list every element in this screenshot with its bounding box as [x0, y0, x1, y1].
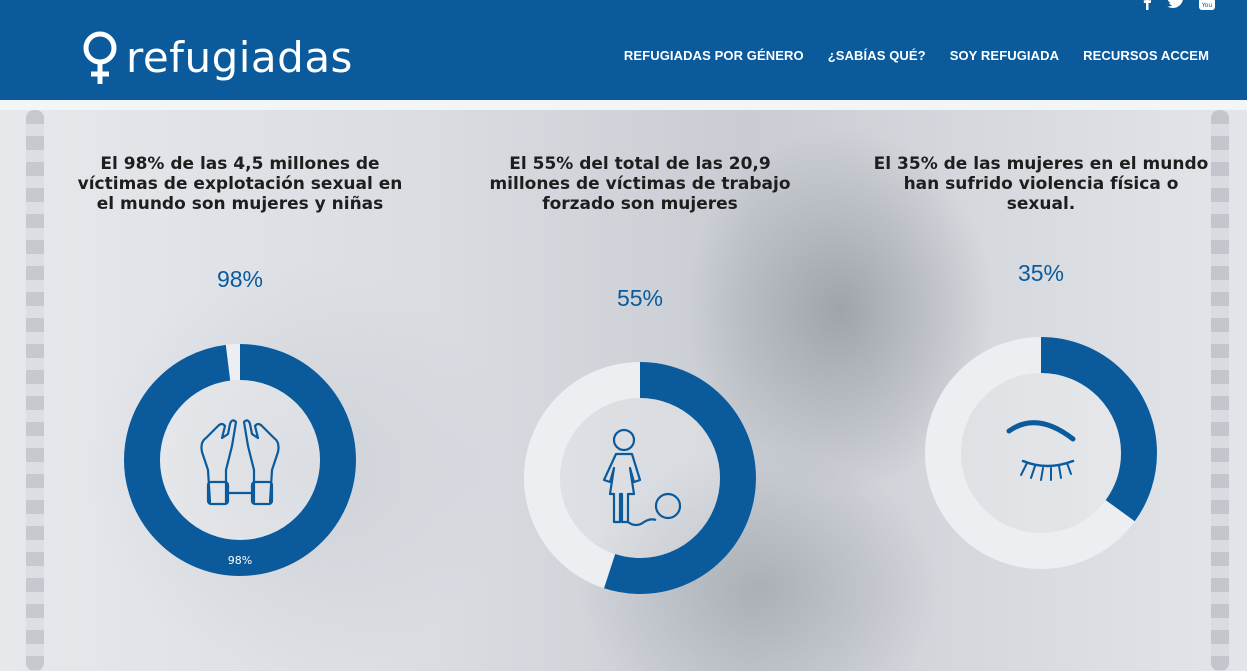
stat-text-2: El 55% del total de las 20,9 millones de…: [489, 154, 791, 214]
main-nav: REFUGIADAS POR GÉNERO ¿SABÍAS QUÉ? SOY R…: [624, 48, 1209, 63]
stat-column-2: El 55% del total de las 20,9 millones de…: [470, 154, 810, 214]
cuffed-hands-icon: [200, 419, 280, 506]
closed-eye-icon: [1006, 420, 1076, 481]
donut-arc-3: [925, 337, 1157, 569]
social-links: You: [1141, 0, 1215, 15]
donut-chart-2: [524, 362, 756, 594]
donut-arc-2: [524, 362, 756, 594]
stat-percent-1: 98%: [216, 266, 264, 292]
header-divider: [0, 100, 1247, 110]
nav-recursos-accem[interactable]: RECURSOS ACCEM: [1083, 48, 1209, 63]
nav-refugiadas-por-genero[interactable]: REFUGIADAS POR GÉNERO: [623, 48, 804, 63]
stat-column-3: El 35% de las mujeres en el mundo han su…: [871, 154, 1211, 214]
site-header: refugiadas You REFUGIADAS POR GÉNERO ¿SA…: [0, 0, 1247, 100]
donut-inner-label-1: 98%: [228, 554, 252, 567]
stat-text-3: El 35% de las mujeres en el mundo han su…: [873, 154, 1209, 214]
donut-chart-3: [925, 337, 1157, 569]
female-symbol-icon: [83, 31, 117, 84]
stat-column-1: El 98% de las 4,5 millones de víctimas d…: [70, 154, 410, 214]
donut-inner-3: [961, 373, 1121, 533]
facebook-icon[interactable]: [1141, 0, 1153, 15]
stat-percent-2: 55%: [616, 285, 664, 311]
nav-sabias-que[interactable]: ¿SABÍAS QUÉ?: [827, 48, 926, 63]
logo-text: refugiadas: [126, 33, 353, 82]
donut-inner-1: [160, 380, 320, 540]
nav-soy-refugiada[interactable]: SOY REFUGIADA: [949, 48, 1060, 63]
woman-ball-chain-icon: [602, 428, 682, 527]
donut-arc-1: [124, 344, 356, 576]
stat-percent-3: 35%: [1017, 260, 1065, 286]
stat-text-1: El 98% de las 4,5 millones de víctimas d…: [77, 154, 403, 214]
svg-text:You: You: [1201, 2, 1213, 9]
donut-chart-1: 98%: [124, 344, 356, 576]
twitter-icon[interactable]: [1167, 0, 1185, 13]
youtube-icon[interactable]: You: [1199, 0, 1215, 15]
chain-decoration-right: [1211, 110, 1229, 671]
chain-decoration-left: [26, 110, 44, 671]
logo[interactable]: refugiadas: [80, 30, 353, 86]
